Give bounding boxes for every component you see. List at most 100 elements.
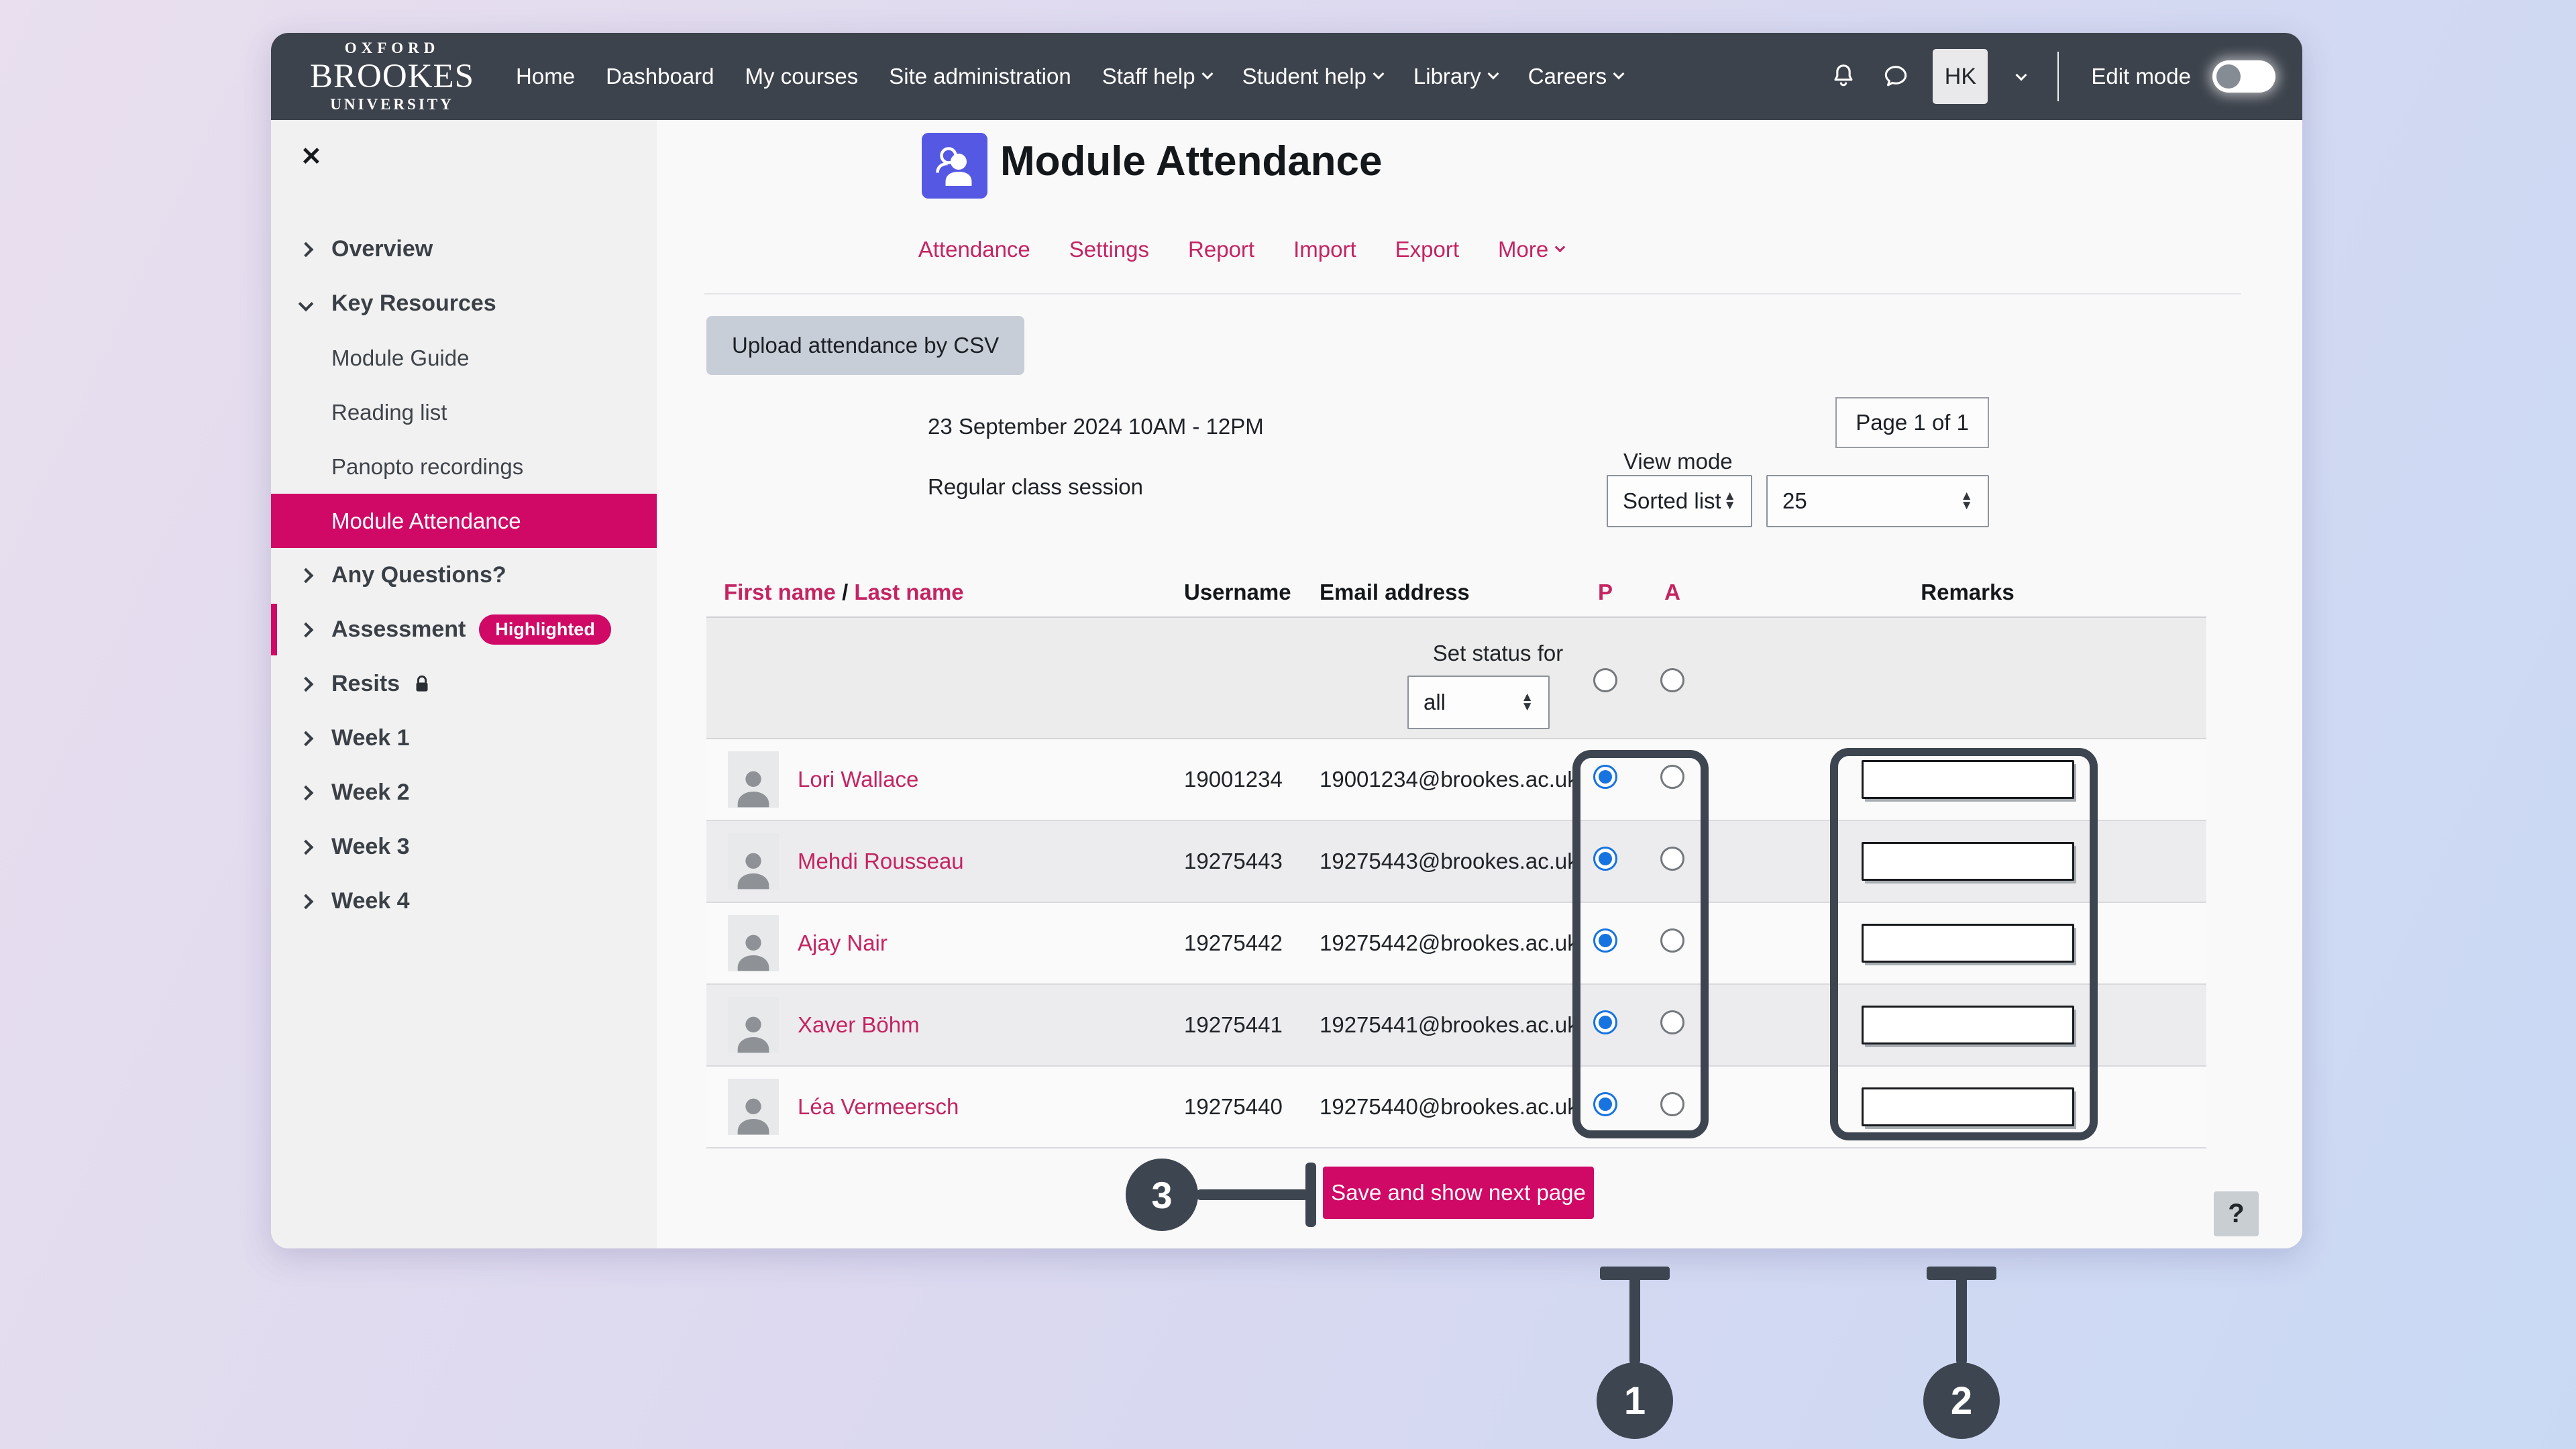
sidebar-item-panopto-recordings[interactable]: Panopto recordings bbox=[271, 439, 657, 494]
nav-link-library[interactable]: Library bbox=[1413, 64, 1499, 89]
tab-import[interactable]: Import bbox=[1293, 237, 1356, 262]
avatar bbox=[728, 997, 779, 1053]
absent-radio[interactable] bbox=[1660, 1092, 1684, 1116]
username-cell: 19275442 bbox=[1184, 930, 1283, 955]
sidebar-close-row: ✕ bbox=[301, 144, 657, 175]
nav-link-my-courses[interactable]: My courses bbox=[745, 64, 859, 89]
sidebar-item-assessment[interactable]: Assessment Highlighted bbox=[271, 602, 657, 657]
nav-link-home[interactable]: Home bbox=[516, 64, 575, 89]
nav-link-careers[interactable]: Careers bbox=[1528, 64, 1625, 89]
table-header-row: First name / Last name Username Email ad… bbox=[706, 568, 2206, 618]
chevron-right-icon[interactable] bbox=[298, 839, 331, 855]
tab-settings[interactable]: Settings bbox=[1069, 237, 1149, 262]
student-name-link[interactable]: Ajay Nair bbox=[798, 930, 888, 955]
remarks-input[interactable] bbox=[1861, 842, 2074, 881]
sidebar-item-week-3[interactable]: Week 3 bbox=[271, 820, 657, 874]
present-radio[interactable] bbox=[1593, 1092, 1617, 1116]
tab-more[interactable]: More bbox=[1498, 237, 1566, 262]
save-and-show-next-page-button[interactable]: Save and show next page bbox=[1323, 1167, 1594, 1219]
nav-link-label: Staff help bbox=[1102, 64, 1195, 89]
avatar bbox=[728, 1079, 779, 1135]
close-icon[interactable]: ✕ bbox=[301, 143, 322, 171]
edit-mode-toggle[interactable] bbox=[2212, 60, 2275, 93]
sidebar-item-any-questions[interactable]: Any Questions? bbox=[271, 548, 657, 602]
logo-line-1: OXFORD bbox=[344, 40, 440, 56]
chevron-right-icon[interactable] bbox=[298, 622, 331, 637]
nav-link-staff-help[interactable]: Staff help bbox=[1102, 64, 1214, 89]
present-cell bbox=[1572, 765, 1639, 794]
help-button[interactable]: ? bbox=[2214, 1191, 2259, 1236]
remarks-input[interactable] bbox=[1861, 760, 2074, 799]
callout-rect-remarks bbox=[1830, 748, 2098, 1140]
sidebar-item-reading-list[interactable]: Reading list bbox=[271, 385, 657, 439]
sidebar-item-label: Week 1 bbox=[331, 725, 410, 751]
remarks-input[interactable] bbox=[1861, 924, 2074, 963]
sidebar-item-week-1[interactable]: Week 1 bbox=[271, 711, 657, 765]
nav-link-dashboard[interactable]: Dashboard bbox=[606, 64, 714, 89]
email-cell: 19275442@brookes.ac.uk bbox=[1320, 930, 1578, 955]
sidebar-item-module-guide[interactable]: Module Guide bbox=[271, 331, 657, 385]
spinner-up-icon: ▲ bbox=[1960, 489, 1973, 504]
present-radio[interactable] bbox=[1593, 847, 1617, 871]
set-all-present-radio[interactable] bbox=[1593, 668, 1617, 692]
user-avatar[interactable]: HK bbox=[1933, 49, 1988, 104]
page-size-select[interactable]: 25 ▲ ▼ bbox=[1766, 475, 1989, 527]
tab-label: Report bbox=[1188, 237, 1255, 262]
tab-attendance[interactable]: Attendance bbox=[918, 237, 1030, 262]
chevron-down-icon[interactable] bbox=[298, 296, 331, 311]
nav-link-student-help[interactable]: Student help bbox=[1242, 64, 1385, 89]
student-name-link[interactable]: Mehdi Rousseau bbox=[798, 849, 964, 873]
sidebar-item-week-4[interactable]: Week 4 bbox=[271, 874, 657, 928]
upload-csv-button[interactable]: Upload attendance by CSV bbox=[706, 316, 1025, 375]
sidebar-item-label: Overview bbox=[331, 236, 433, 262]
present-radio[interactable] bbox=[1593, 1010, 1617, 1034]
set-status-row: Set status for all ▲ ▼ bbox=[706, 618, 2206, 739]
nav-link-site-administration[interactable]: Site administration bbox=[889, 64, 1071, 89]
sidebar-item-overview[interactable]: Overview bbox=[271, 222, 657, 276]
table-row: Ajay Nair 19275442 19275442@brookes.ac.u… bbox=[706, 903, 2206, 985]
set-status-select[interactable]: all ▲ ▼ bbox=[1407, 676, 1550, 729]
avatar bbox=[728, 751, 779, 808]
tab-report[interactable]: Report bbox=[1188, 237, 1254, 262]
student-name-link[interactable]: Léa Vermeersch bbox=[798, 1094, 959, 1119]
chevron-right-icon[interactable] bbox=[298, 568, 331, 583]
chevron-right-icon[interactable] bbox=[298, 785, 331, 800]
present-radio[interactable] bbox=[1593, 928, 1617, 953]
sidebar-item-resits[interactable]: Resits bbox=[271, 657, 657, 711]
sidebar-item-module-attendance[interactable]: Module Attendance bbox=[271, 494, 657, 548]
sidebar-item-label: Reading list bbox=[331, 399, 447, 425]
logo-line-3: UNIVERSITY bbox=[330, 96, 454, 113]
absent-radio[interactable] bbox=[1660, 928, 1684, 953]
notifications-bell-icon[interactable] bbox=[1828, 61, 1859, 92]
sort-first-name-link[interactable]: First name bbox=[724, 580, 836, 604]
chevron-right-icon[interactable] bbox=[298, 241, 331, 257]
university-logo[interactable]: OXFORD BROOKES UNIVERSITY bbox=[310, 40, 474, 113]
messages-icon[interactable] bbox=[1880, 61, 1911, 92]
student-name-link[interactable]: Lori Wallace bbox=[798, 767, 919, 792]
student-name-link[interactable]: Xaver Böhm bbox=[798, 1012, 920, 1037]
present-radio[interactable] bbox=[1593, 765, 1617, 789]
chevron-right-icon[interactable] bbox=[298, 894, 331, 909]
tab-export[interactable]: Export bbox=[1395, 237, 1459, 262]
student-cell: Xaver Böhm bbox=[706, 997, 1184, 1053]
absent-radio[interactable] bbox=[1660, 1010, 1684, 1034]
remarks-input[interactable] bbox=[1861, 1006, 2074, 1044]
chevron-right-icon[interactable] bbox=[298, 676, 331, 692]
set-all-absent-radio[interactable] bbox=[1660, 668, 1684, 692]
absent-radio[interactable] bbox=[1660, 847, 1684, 871]
email-cell: 19275440@brookes.ac.uk bbox=[1320, 1094, 1578, 1119]
absent-radio[interactable] bbox=[1660, 765, 1684, 789]
spinner-up-icon: ▲ bbox=[1723, 489, 1736, 504]
sidebar-item-key-resources[interactable]: Key Resources bbox=[271, 276, 657, 331]
nav-link-label: Student help bbox=[1242, 64, 1366, 89]
top-navbar: OXFORD BROOKES UNIVERSITY Home Dashboard… bbox=[271, 33, 2302, 120]
present-column-header[interactable]: P bbox=[1597, 580, 1613, 604]
chevron-right-icon[interactable] bbox=[298, 731, 331, 746]
absent-column-header[interactable]: A bbox=[1664, 580, 1680, 604]
remarks-input[interactable] bbox=[1861, 1087, 2074, 1126]
view-mode-select[interactable]: Sorted list ▲ ▼ bbox=[1607, 475, 1752, 527]
sidebar-item-week-2[interactable]: Week 2 bbox=[271, 765, 657, 820]
user-menu-chevron-icon[interactable] bbox=[2015, 69, 2027, 81]
sort-last-name-link[interactable]: Last name bbox=[854, 580, 964, 604]
